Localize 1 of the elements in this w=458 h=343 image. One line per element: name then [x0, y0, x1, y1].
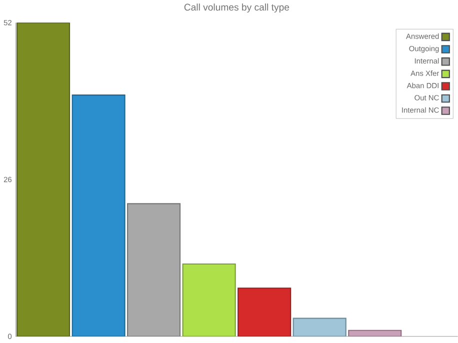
- chart-title: Call volumes by call type: [184, 4, 290, 13]
